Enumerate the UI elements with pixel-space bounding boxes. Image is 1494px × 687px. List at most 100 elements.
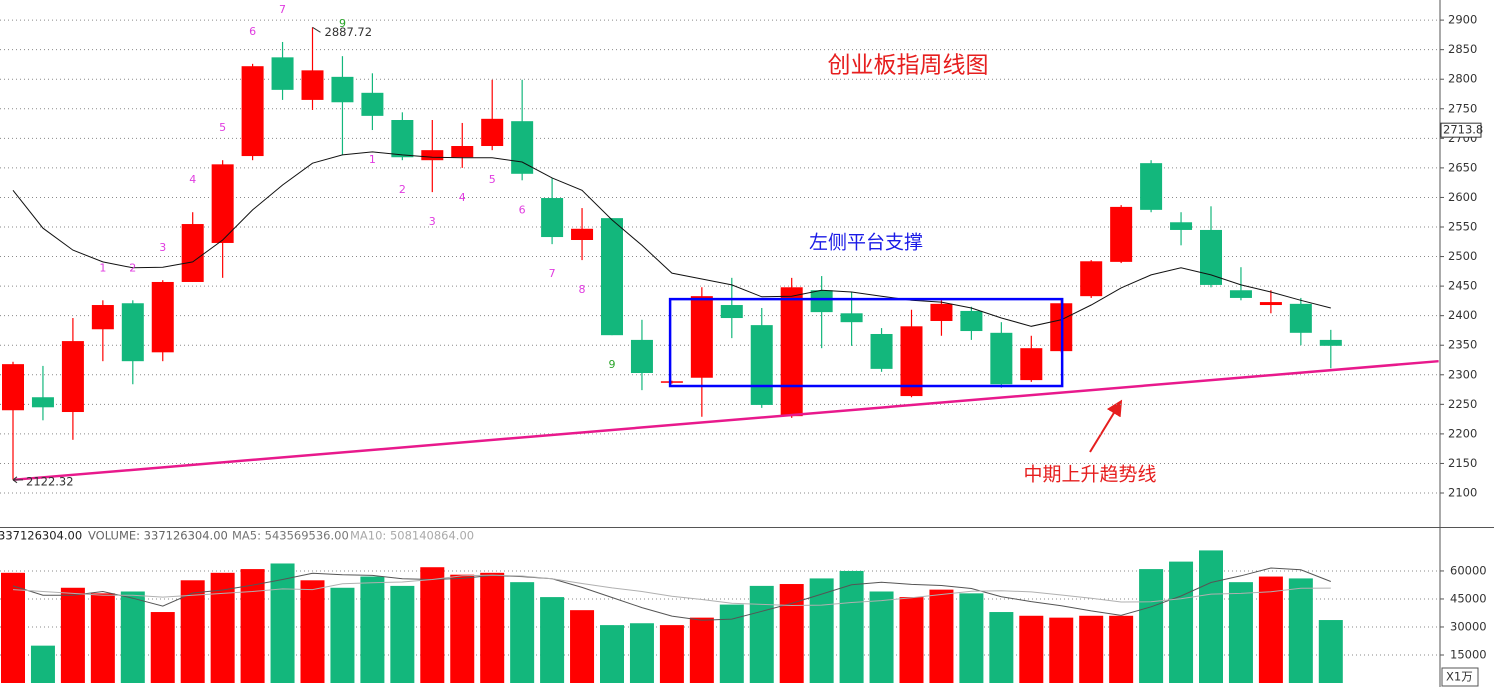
candle-body: [301, 70, 324, 100]
td-count: 9: [609, 358, 616, 371]
candle-body: [331, 76, 354, 103]
candle-body: [31, 397, 54, 408]
candle-body: [1020, 348, 1043, 381]
td-count: 3: [159, 241, 166, 254]
candle-body: [630, 339, 653, 374]
volume-bar: [929, 589, 954, 683]
candle-body: [900, 326, 923, 397]
volume-bar: [180, 580, 205, 683]
y-tick-label: 2850: [1448, 42, 1477, 56]
td-count: 4: [189, 173, 196, 186]
volume-bar: [240, 569, 265, 683]
volume-bar: [120, 591, 145, 683]
candle-body: [451, 146, 474, 158]
volume-header: MA10: 508140864.00: [350, 529, 474, 543]
volume-bar: [629, 623, 654, 683]
volume-bar: [210, 572, 235, 683]
candle-body: [241, 66, 264, 157]
volume-bar: [1169, 561, 1194, 683]
candle-body: [1170, 222, 1193, 230]
volume-bar: [570, 610, 595, 683]
candle-body: [1110, 206, 1133, 262]
volume-bar: [30, 645, 55, 683]
td-count: 3: [429, 215, 436, 228]
volume-bar: [839, 570, 864, 683]
volume-ma5: [12, 567, 1331, 621]
td-count: 4: [459, 191, 466, 204]
candle-body: [421, 150, 444, 161]
candle-body: [990, 332, 1013, 385]
candle-body: [61, 341, 84, 413]
td-count: 7: [279, 3, 286, 16]
platform-box: [668, 297, 1064, 388]
y-tick-label: 2150: [1448, 456, 1477, 470]
candle-body: [870, 333, 893, 369]
candle-body: [91, 305, 114, 330]
volume-bar: [809, 578, 834, 683]
td-count: 1: [369, 153, 376, 166]
td-count: 8: [579, 283, 586, 296]
volume-header: 337126304.00: [0, 529, 82, 543]
y-tick-label: 45000: [1450, 591, 1487, 605]
candle-body: [660, 381, 683, 383]
td-count: 9: [339, 17, 346, 30]
candle-body: [181, 224, 204, 282]
candle-body: [960, 310, 983, 332]
volume-bar: [779, 584, 804, 683]
volume-bar: [1079, 615, 1104, 683]
volume-bar: [1318, 620, 1343, 683]
volume-bar: [1288, 578, 1313, 683]
candle-body: [1319, 339, 1342, 346]
candle-body: [121, 303, 144, 362]
axis-marker-label: 2713.8: [1443, 123, 1483, 137]
candle-body: [840, 313, 863, 323]
candle-body: [1140, 163, 1163, 210]
y-tick-label: 2200: [1448, 426, 1477, 440]
candle-body: [1200, 229, 1222, 285]
volume-bar: [749, 585, 774, 683]
volume-bar: [450, 574, 475, 683]
y-tick-label: 2350: [1448, 338, 1477, 352]
y-tick-label: 2300: [1448, 367, 1477, 381]
volume-bar: [1019, 615, 1044, 683]
chart-title: 创业板指周线图: [828, 53, 989, 79]
low-label: 2122.32: [26, 474, 74, 488]
volume-bar: [989, 612, 1014, 683]
candle-body: [391, 120, 414, 158]
arrow: [1089, 399, 1123, 453]
volume-bar: [1049, 617, 1074, 683]
trend-line: [12, 359, 1439, 482]
volume-bar: [1, 572, 25, 683]
volume-bar: [270, 563, 295, 683]
y-tick-label: 30000: [1450, 619, 1487, 633]
volume-unit: X1万: [1446, 670, 1473, 684]
volume-bar: [659, 625, 684, 683]
td-count: 6: [519, 203, 526, 216]
y-tick-label: 2750: [1448, 101, 1477, 115]
y-tick-label: 2500: [1448, 249, 1477, 263]
volume-bar: [510, 582, 535, 683]
y-tick-label: 2600: [1448, 190, 1477, 204]
volume-bar: [1258, 576, 1283, 683]
candle-body: [511, 121, 534, 174]
volume-bar: [150, 612, 175, 683]
y-tick-label: 2800: [1448, 72, 1477, 86]
volume-header: MA5: 543569536.00: [232, 529, 349, 543]
candle-body: [750, 325, 773, 405]
platform-note: 左侧平台支撑: [809, 232, 923, 254]
candle-body: [1080, 261, 1103, 297]
volume-bar: [90, 593, 115, 683]
td-count: 5: [489, 173, 496, 186]
candle-body: [271, 57, 294, 90]
candle-body: [211, 164, 234, 243]
y-tick-label: 2450: [1448, 279, 1477, 293]
volume-bar: [869, 591, 894, 683]
trend-note: 中期上升趋势线: [1023, 464, 1156, 486]
volume-bar: [1199, 550, 1223, 683]
td-count: 2: [129, 261, 136, 274]
candle-body: [361, 92, 384, 116]
candle-body: [690, 296, 713, 378]
volume-bar: [420, 567, 445, 683]
y-tick-label: 2400: [1448, 308, 1477, 322]
